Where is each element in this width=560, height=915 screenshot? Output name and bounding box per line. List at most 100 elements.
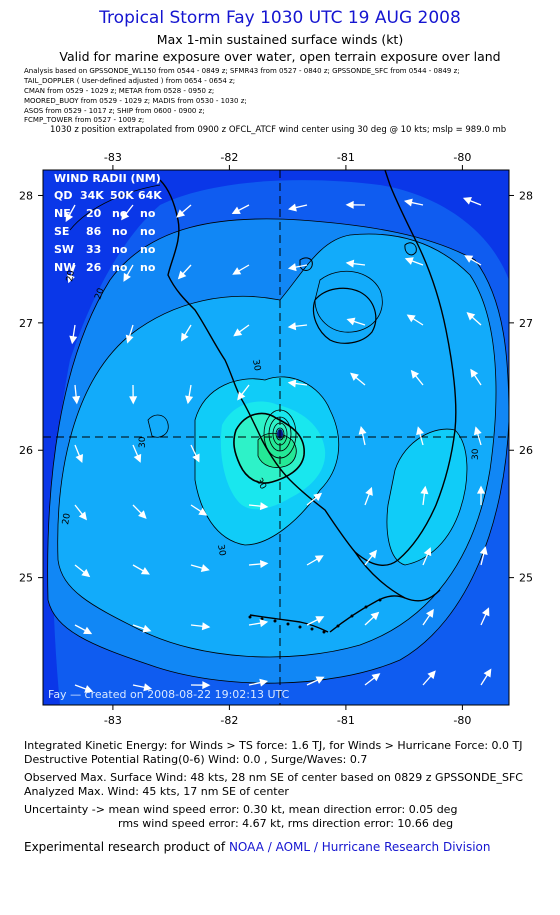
wind-vector-head [464, 255, 474, 263]
map-axes: -83 -83 -82 -82 -81 -81 -80 -80 28 28 27 27 26 26 25 25 [19, 151, 533, 727]
lat-tick-label: 26 [519, 444, 533, 457]
wind-radii-value: no [112, 225, 128, 238]
wind-vector-head [371, 673, 381, 682]
contour-label: 30 [250, 359, 262, 372]
wind-vector-head [121, 211, 130, 221]
wind-vector-head [287, 322, 297, 331]
lat-tick-label: 28 [519, 189, 533, 202]
wind-vector-head [142, 624, 152, 633]
wind-radii-value: 20 [86, 207, 102, 220]
wind-vector-head [125, 334, 134, 344]
wind-vector-head [123, 272, 131, 282]
wind-radii-quadrant: SW [54, 243, 74, 256]
position-note: 1030 z position extrapolated from 0900 z… [50, 125, 507, 135]
validity-note: Valid for marine exposure over water, op… [59, 49, 501, 64]
wind-vector-head [476, 485, 486, 494]
wind-radii-value: no [140, 261, 156, 274]
contour-label: 30 [215, 544, 227, 557]
wind-radii-header: 50K [110, 189, 134, 202]
wind-vector-head [138, 510, 147, 519]
page-subtitle: Max 1-min sustained surface winds (kt) [156, 32, 404, 47]
source-line: TAIL_DOPPLER ( User-defined adjusted ) f… [24, 77, 236, 85]
wind-vector-head [403, 198, 413, 207]
wind-vector-head [180, 332, 189, 342]
wind-vector-head [404, 257, 414, 265]
wind-vector-head [75, 453, 84, 464]
wind-vector-head [314, 555, 324, 563]
hrd-credit-link[interactable]: NOAA / AOML / Hurricane Research Divisio… [228, 840, 491, 854]
wind-vector-head [133, 453, 142, 463]
wind-vector-head [259, 619, 269, 628]
wind-vector-head [473, 426, 482, 436]
lat-tick-label: 26 [19, 444, 33, 457]
wind-radii-header: 64K [138, 189, 162, 202]
wind-vector-head [345, 200, 354, 209]
wind-vector-head [143, 683, 153, 692]
ike-line: Integrated Kinetic Energy: for Winds > T… [24, 739, 523, 752]
wind-vector-head [140, 567, 150, 575]
source-line: ASOS from 0529 - 1017 z; SHIP from 0600 … [24, 107, 205, 115]
wind-vector-head [185, 395, 194, 405]
source-line: FCMP_TOWER from 0527 - 1009 z; [24, 116, 145, 124]
wind-radii-value: no [112, 207, 128, 220]
contour-label: 30 [138, 436, 148, 448]
wind-vector-head [192, 453, 200, 463]
lon-tick-label: -81 [337, 151, 355, 164]
wind-vector-head [78, 511, 87, 521]
lon-tick-label: -82 [220, 151, 238, 164]
wind-vector-field [65, 197, 492, 693]
wind-vector-head [200, 564, 210, 572]
wind-vector-head [470, 368, 479, 378]
wind-vector-head [69, 335, 78, 345]
dpr-line: Destructive Potential Rating(0-6) Wind: … [24, 753, 368, 766]
wind-radii-value: no [140, 243, 156, 256]
wind-vector-head [84, 685, 94, 693]
florida-coastline [159, 170, 457, 633]
credit-line: Experimental research product of NOAA / … [24, 840, 491, 854]
wind-vector-head [67, 274, 75, 284]
map-frame [42, 169, 510, 706]
lon-tick-label: -81 [337, 714, 355, 727]
contour-label: 30 [471, 448, 481, 460]
wind-vector-head [462, 197, 472, 205]
wind-vector-head [358, 426, 367, 435]
wind-vector-head [177, 270, 187, 280]
wind-radii-quadrant: NE [54, 207, 71, 220]
source-line: Analysis based on GPSSONDE_WL150 from 05… [24, 67, 460, 75]
wind-vector-head [427, 670, 436, 680]
wind-vector-head [129, 396, 138, 405]
wind-vector-head [176, 209, 186, 218]
wind-radii-value: 26 [86, 261, 102, 274]
wind-radii-value: no [112, 243, 128, 256]
wind-radii-quadrant: NW [54, 261, 75, 274]
source-line: MOORED_BUOY from 0529 - 1029 z; MADIS fr… [24, 97, 247, 105]
uncertainty-line: Uncertainty -> mean wind speed error: 0.… [24, 803, 458, 816]
wind-vector-head [237, 391, 246, 401]
wind-vector-head [368, 549, 378, 559]
wind-vector-head [65, 213, 74, 223]
wind-radii-title: WIND RADII (NM) [54, 172, 161, 185]
wind-vector-head [259, 678, 269, 687]
page-title: Tropical Storm Fay 1030 UTC 19 AUG 2008 [99, 8, 461, 28]
wind-vector-head [416, 426, 424, 436]
wind-vector-head [406, 314, 416, 323]
wind-radii-value: 86 [86, 225, 102, 238]
wind-vector-head [483, 668, 492, 678]
wind-vector-head [479, 546, 488, 555]
lon-tick-label: -83 [104, 714, 122, 727]
contour-lines [47, 184, 509, 684]
wind-vector-head [231, 206, 241, 214]
wind-radii-quadrant: SE [54, 225, 69, 238]
wind-vector-head [350, 372, 359, 381]
wind-band-30-east [386, 429, 467, 565]
wind-vector-head [345, 259, 355, 268]
inland-lake [404, 242, 417, 256]
lat-tick-label: 27 [19, 317, 33, 330]
wind-vector-head [287, 263, 297, 272]
wind-radii-header: QD [54, 189, 72, 202]
wind-vector-head [288, 203, 297, 212]
wind-vector-head [466, 312, 476, 321]
lon-tick-label: -82 [220, 714, 238, 727]
wind-radii-value: 33 [86, 243, 101, 256]
